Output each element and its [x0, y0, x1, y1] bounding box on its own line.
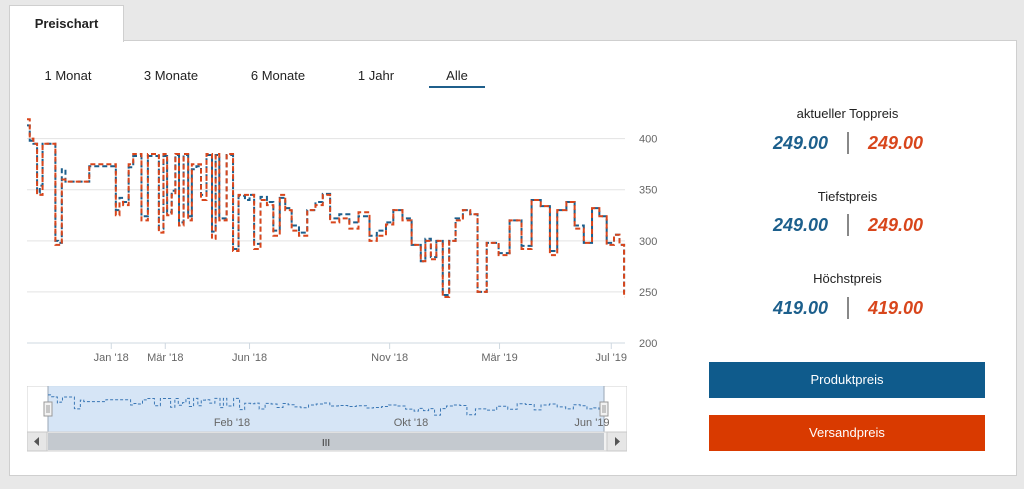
shipping-price-legend-button[interactable]: Versandpreis: [709, 415, 985, 451]
scrollbar-thumb[interactable]: [48, 433, 604, 450]
y-tick-label: 350: [639, 185, 657, 197]
x-tick-label: Jun '18: [232, 352, 267, 364]
x-tick-label: Jul '19: [596, 352, 627, 364]
range-6-months-button[interactable]: 6 Monate: [250, 68, 306, 83]
tab-preischart[interactable]: Preischart: [9, 5, 124, 42]
highest-product-price: 419.00: [772, 298, 828, 318]
price-separator: [847, 132, 849, 154]
x-tick-label: Jan '18: [94, 352, 129, 364]
lowest-product-price: 249.00: [772, 215, 828, 235]
scrollbar-grip-icon: III: [322, 438, 330, 449]
lowest-price-label: Tiefstpreis: [817, 189, 878, 204]
y-tick-label: 300: [639, 236, 657, 248]
range-3-months-button[interactable]: 3 Monate: [143, 68, 199, 83]
highest-price-label: Höchstpreis: [813, 271, 882, 286]
range-1-month-button[interactable]: 1 Monat: [44, 68, 92, 83]
navigator-right-handle[interactable]: [599, 401, 609, 417]
current-top-price-row: 249.00 249.00: [710, 130, 985, 156]
highest-shipping-price: 419.00: [868, 298, 924, 318]
current-product-price: 249.00: [772, 133, 828, 153]
range-1-year-button[interactable]: 1 Jahr: [357, 68, 395, 83]
chart-navigator[interactable]: Feb '18 Okt '18 Jun '19 III: [27, 386, 627, 454]
navigator-series: [48, 394, 604, 416]
y-tick-label: 250: [639, 287, 657, 299]
navigator-selection[interactable]: [48, 386, 604, 432]
navigator-tick-feb-18: Feb '18: [214, 417, 250, 429]
lowest-price-row: 249.00 249.00: [710, 212, 985, 238]
navigator-tick-jun-19: Jun '19: [574, 417, 609, 429]
navigator-tick-okt-18: Okt '18: [394, 417, 429, 429]
x-tick-label: Nov '18: [371, 352, 408, 364]
y-tick-label: 200: [639, 338, 657, 350]
current-top-price-label: aktueller Toppreis: [796, 106, 899, 121]
highest-price-row: 419.00 419.00: [710, 295, 985, 321]
price-chart: 200 250 300 350 400 Jan '18 Mär '18 Jun '18 Nov …: [27, 118, 657, 364]
navigator-line: [48, 394, 604, 416]
product-price-legend-button[interactable]: Produktpreis: [709, 362, 985, 398]
arrow-left-icon: [34, 437, 39, 446]
arrow-right-icon: [615, 437, 620, 446]
price-separator: [847, 214, 849, 236]
navigator-left-handle[interactable]: [43, 401, 53, 417]
current-shipping-price: 249.00: [868, 133, 924, 153]
x-tick-label: Mär '19: [481, 352, 517, 364]
product-price-line: [27, 124, 626, 296]
range-all-button[interactable]: Alle: [429, 66, 485, 88]
shipping-price-line: [27, 118, 626, 299]
x-tick-label: Mär '18: [147, 352, 183, 364]
y-tick-label: 400: [639, 134, 657, 146]
price-separator: [847, 297, 849, 319]
lowest-shipping-price: 249.00: [868, 215, 924, 235]
